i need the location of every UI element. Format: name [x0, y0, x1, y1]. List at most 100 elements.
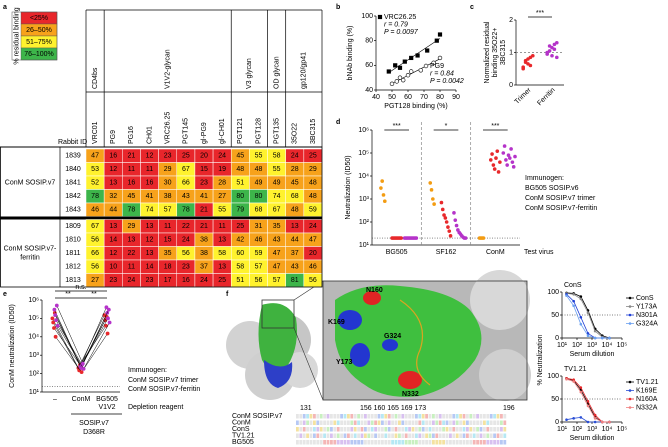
- cell-value: 52: [91, 180, 99, 187]
- sequence-residue: [391, 433, 394, 438]
- sequence-residue: [435, 440, 439, 445]
- sequence-residue: [486, 414, 490, 419]
- sequence-residue: [357, 440, 360, 445]
- point: [405, 72, 411, 78]
- sequence-residue: [367, 440, 371, 445]
- sequence-residue: [421, 414, 425, 419]
- row-group-label: ConM SOSIP.v7-: [4, 246, 57, 253]
- sequence-residue: [326, 414, 330, 419]
- legend-label: N160A: [636, 396, 658, 403]
- point: [439, 200, 444, 205]
- cell-value: 12: [146, 237, 154, 244]
- point: [579, 297, 583, 301]
- sequence-residue: [394, 420, 398, 425]
- cell-value: 20: [309, 250, 317, 257]
- cell-value: 21: [200, 223, 208, 230]
- sequence-residue: [479, 433, 483, 438]
- sequence-residue: [469, 420, 473, 425]
- cell-value: 80: [236, 193, 244, 200]
- x-tick-label: ConM: [72, 396, 91, 403]
- panel-label: f: [226, 291, 229, 298]
- sequence-residue: [336, 433, 340, 438]
- sequence-residue: [394, 440, 398, 445]
- sequence-residue: [401, 420, 405, 425]
- sequence-residue: [401, 427, 405, 432]
- mutation-patch: [363, 291, 381, 305]
- legend-label: N332A: [636, 404, 658, 411]
- sequence-residue: [340, 427, 343, 432]
- glycan-strand: [399, 299, 431, 386]
- point: [52, 307, 57, 312]
- sequence-residue: [452, 433, 456, 438]
- y-tick-label: 100: [361, 13, 373, 20]
- row-group-label: ferritin: [20, 255, 40, 262]
- sequence-residue: [428, 433, 432, 438]
- sequence-residue: [476, 420, 479, 425]
- cell-value: 41: [200, 193, 208, 200]
- point: [579, 322, 583, 326]
- sequence-residue: [370, 427, 374, 432]
- legend-label: Y173A: [636, 303, 657, 310]
- sequence-residue: [313, 414, 316, 419]
- legend-marker: [628, 305, 632, 308]
- cell-value: 16: [146, 180, 154, 187]
- sequence-residue: [425, 440, 428, 445]
- sequence-residue: [449, 433, 452, 438]
- legend-marker: [423, 63, 429, 69]
- cell-value: 13: [291, 223, 299, 230]
- y-tick-label: 10⁴: [358, 173, 369, 180]
- sequence-residue: [476, 427, 479, 432]
- cell-value: 43: [291, 264, 299, 271]
- antibody-label: 3BC315: [310, 119, 317, 144]
- antibody-label: PGT121: [237, 118, 244, 144]
- cell-value: 45: [127, 193, 135, 200]
- cell-value: 55: [273, 166, 281, 173]
- cell-value: 16: [109, 153, 117, 160]
- sequence-residue: [479, 420, 483, 425]
- y-tick-label: 0: [555, 419, 559, 426]
- sequence-residue: [404, 427, 408, 432]
- sequence-residue: [479, 440, 483, 445]
- sequence-residue: [333, 414, 337, 419]
- cell-value: 60: [236, 250, 244, 257]
- point: [399, 236, 404, 240]
- sequence-residue: [391, 440, 394, 445]
- sequence-residue: [299, 420, 303, 425]
- sequence-residue: [483, 433, 486, 438]
- residue-label: K169: [328, 319, 345, 326]
- sequence-residue: [476, 414, 479, 419]
- sequence-residue: [330, 433, 333, 438]
- point: [579, 386, 583, 389]
- cell-value: 79: [236, 207, 244, 214]
- sequence-residue: [479, 427, 483, 432]
- point: [55, 323, 60, 328]
- sequence-residue: [391, 427, 394, 432]
- point: [579, 316, 583, 319]
- sequence-residue: [459, 427, 462, 432]
- cell-value: 49: [255, 180, 263, 187]
- cell-value: 28: [218, 180, 226, 187]
- legend-marker: [628, 406, 632, 409]
- zoom-border: [322, 280, 528, 401]
- rabbit-id: 1839: [65, 153, 81, 160]
- sequence-residue: [353, 420, 357, 425]
- sequence-residue: [438, 440, 442, 445]
- y-tick-label: 10²: [29, 370, 40, 377]
- sequence-residue: [364, 420, 367, 425]
- point: [105, 331, 110, 336]
- point: [401, 77, 406, 83]
- point: [586, 420, 590, 424]
- legend-label: 76–100%: [24, 51, 54, 58]
- sequence-residue: [319, 433, 323, 438]
- sequence-residue: [333, 420, 337, 425]
- cell-value: 57: [273, 277, 281, 284]
- cell-value: 43: [182, 193, 190, 200]
- sequence-residue: [472, 427, 476, 432]
- sequence-residue: [360, 414, 364, 419]
- mutation-patch: [350, 343, 370, 367]
- point: [579, 416, 583, 419]
- cell-value: 14: [146, 264, 154, 271]
- sequence-residue: [428, 414, 432, 419]
- point: [429, 188, 434, 192]
- sequence-residue: [476, 440, 479, 445]
